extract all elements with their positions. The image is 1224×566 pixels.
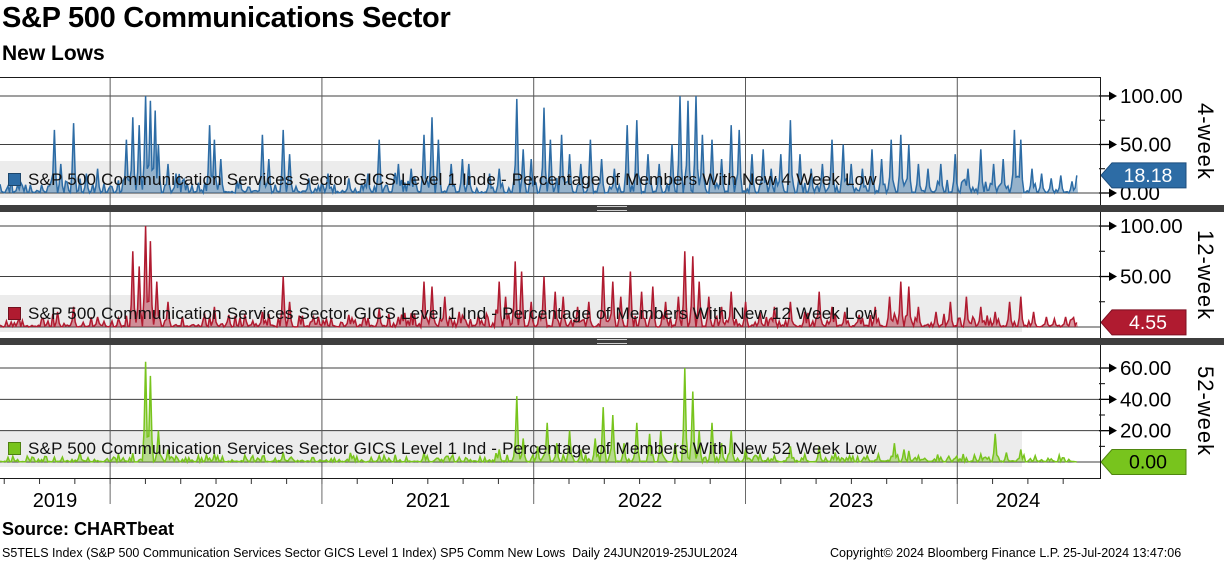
page-subtitle: New Lows — [2, 42, 105, 65]
series-line — [0, 361, 1077, 465]
last-value-label: 18.18 — [1124, 165, 1173, 187]
page-title: S&P 500 Communications Sector — [2, 2, 451, 34]
legend-52-week: S&P 500 Communication Services Sector GI… — [8, 438, 877, 459]
panel-label-4-week: 4-week — [1193, 103, 1218, 180]
footnote-copyright: Copyright© 2024 Bloomberg Finance L.P. — [830, 546, 1060, 560]
year-label-2021: 2021 — [405, 490, 451, 512]
year-label-2024: 2024 — [995, 490, 1041, 512]
y-tick-label: 50.00 — [1120, 266, 1171, 289]
series-line — [0, 225, 1078, 330]
last-value-label: 4.55 — [1129, 312, 1167, 334]
y-tick-arrow-icon — [1109, 188, 1117, 198]
y-tick-arrow-icon — [1109, 394, 1117, 404]
footnote-timestamp: 25-Jul-2024 13:47:06 — [1063, 546, 1182, 560]
panel-52-week-y-axis: 60.00 40.00 20.00 0.00 — [1099, 357, 1187, 475]
chart-right-border — [1100, 77, 1101, 479]
year-label-2019: 2019 — [32, 490, 78, 512]
last-value-label: 0.00 — [1129, 452, 1167, 474]
y-tick-arrow-icon — [1109, 363, 1117, 373]
y-tick-label: 100.00 — [1120, 85, 1183, 108]
y-tick-label: 100.00 — [1120, 215, 1183, 238]
series-line — [0, 95, 1078, 196]
y-tick-arrow-icon — [1109, 139, 1117, 149]
legend-text: S&P 500 Communication Services Sector GI… — [28, 303, 877, 323]
panel-label-52-week: 52-week — [1193, 366, 1218, 457]
chart-top-border — [0, 77, 1100, 78]
x-axis-line — [0, 478, 1100, 479]
panel-12-week-y-axis: 100.00 50.00 4.55 — [1099, 215, 1187, 336]
separator-gripper[interactable] — [597, 339, 627, 344]
last-value-tag — [1100, 449, 1187, 475]
x-axis-ticks — [3, 479, 1064, 504]
y-tick-label: 20.00 — [1120, 420, 1171, 443]
y-tick-arrow-icon — [1109, 91, 1117, 101]
separator-gripper[interactable] — [597, 206, 627, 211]
footnote-ticker: S5TELS Index (S&P 500 Communication Serv… — [2, 546, 738, 560]
y-tick-label: 40.00 — [1120, 388, 1171, 411]
panel-12-week-plot[interactable] — [0, 212, 1100, 338]
y-tick-label: 60.00 — [1120, 357, 1171, 380]
last-value-tag — [1100, 162, 1187, 189]
legend-4-week: S&P 500 Communication Services Sector GI… — [8, 169, 877, 190]
y-tick-arrow-icon — [1109, 221, 1117, 231]
year-label-2020: 2020 — [193, 490, 239, 512]
year-label-2023: 2023 — [828, 490, 874, 512]
source-label: Source: CHARTbeat — [2, 519, 175, 539]
legend-marker-icon — [8, 173, 21, 186]
last-value-tag — [1100, 309, 1187, 336]
y-tick-arrow-icon — [1109, 272, 1117, 282]
panel-label-12-week: 12-week — [1193, 229, 1218, 321]
legend-text: S&P 500 Communication Services Sector GI… — [28, 169, 877, 189]
legend-12-week: S&P 500 Communication Services Sector GI… — [8, 303, 877, 324]
y-tick-label: 50.00 — [1120, 133, 1171, 156]
panel-separator-1[interactable] — [0, 205, 1224, 212]
y-tick-arrow-icon — [1109, 426, 1117, 436]
panel-52-week-plot[interactable] — [0, 345, 1100, 478]
panel-4-week-plot[interactable] — [0, 78, 1100, 205]
panel-separator-2[interactable] — [0, 338, 1224, 345]
year-label-2022: 2022 — [617, 490, 663, 512]
legend-marker-icon — [8, 307, 21, 320]
legend-marker-icon — [8, 442, 21, 455]
legend-text: S&P 500 Communication Services Sector GI… — [28, 438, 877, 458]
